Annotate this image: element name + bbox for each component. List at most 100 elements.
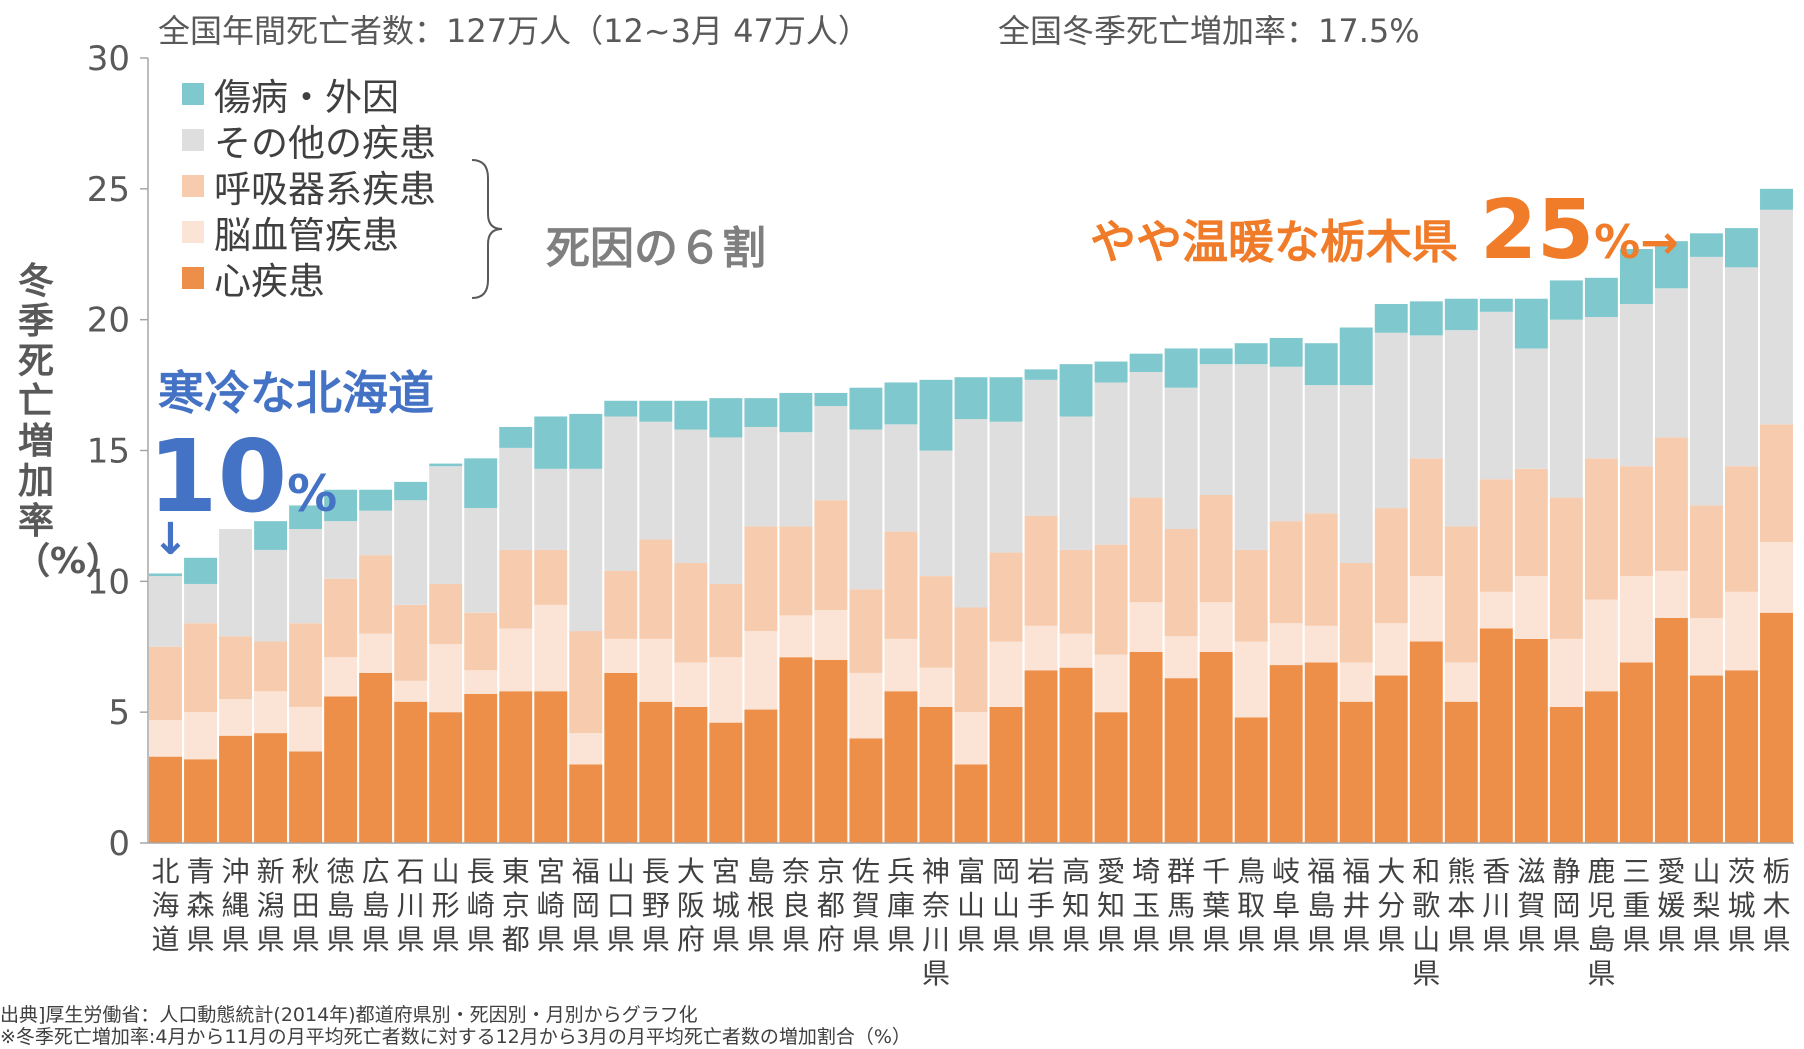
bar-segment-other — [989, 421, 1023, 553]
bar-segment-other — [1549, 319, 1583, 498]
bar-segment-other — [464, 508, 498, 613]
x-tick-label: 島根県 — [747, 855, 775, 956]
bar-segment-cerebrovascular — [639, 638, 673, 702]
bar-segment-injury — [394, 481, 428, 501]
bar-segment-heart — [1339, 701, 1373, 843]
bar-segment-cerebrovascular — [1374, 623, 1408, 676]
x-tick-label: 和歌山県 — [1412, 855, 1440, 990]
bar-segment-other — [324, 521, 358, 579]
bar-segment-cerebrovascular — [1619, 576, 1653, 663]
bar-segment-injury — [849, 387, 883, 430]
x-tick-label: 岐阜県 — [1272, 855, 1300, 956]
warm-annotation: やや温暖な栃木県 25%→ — [1090, 183, 1679, 278]
bar-segment-heart — [1024, 670, 1058, 843]
x-tick-label: 群馬県 — [1167, 855, 1195, 956]
bar-segment-heart — [184, 759, 217, 843]
x-tick-label: 福井県 — [1342, 855, 1370, 956]
bar-segment-cerebrovascular — [1689, 617, 1723, 676]
bar-segment-heart — [1269, 665, 1303, 843]
x-tick-label: 宮崎県 — [537, 855, 565, 956]
bar-segment-other — [604, 416, 638, 571]
bar-segment-other — [1059, 416, 1093, 550]
x-tick-label: 宮城県 — [712, 855, 740, 956]
bar-segment-heart — [534, 691, 568, 843]
legend-label-cerebrovascular: 脳血管疾患 — [214, 214, 399, 257]
bar-segment-cerebrovascular — [1199, 602, 1233, 652]
bar-segment-cerebrovascular — [1409, 576, 1443, 642]
bar-segment-injury — [1339, 327, 1373, 386]
bar-segment-cerebrovascular — [604, 638, 638, 673]
bar-segment-injury — [709, 398, 743, 438]
y-tick-label: 30 — [87, 39, 130, 79]
x-tick-label: 東京都 — [502, 855, 530, 956]
x-tick-label: 神奈川県 — [922, 855, 950, 990]
legend-label-other: その他の疾患 — [214, 122, 436, 165]
x-tick-label: 広島県 — [362, 855, 390, 956]
bar-segment-respiratory — [394, 604, 428, 681]
bar-segment-respiratory — [1129, 497, 1163, 603]
bar-segment-heart — [1199, 651, 1233, 843]
bar-segment-cerebrovascular — [849, 672, 883, 739]
x-tick-label: 愛知県 — [1097, 855, 1125, 956]
bar-segment-respiratory — [919, 576, 953, 668]
bar-segment-other — [1725, 267, 1758, 467]
bar-segment-injury — [604, 400, 638, 417]
bar-segment-respiratory — [639, 539, 673, 639]
bar-segment-heart — [464, 693, 498, 843]
bar-segment-injury — [1479, 298, 1513, 312]
bar-segment-respiratory — [604, 570, 638, 639]
x-tick-label: 千葉県 — [1202, 855, 1230, 956]
bar-segment-other — [1164, 387, 1198, 529]
x-tick-label: 静岡県 — [1552, 855, 1580, 956]
bar-segment-injury — [1234, 343, 1268, 365]
bar-segment-heart — [604, 672, 638, 843]
x-tick-label: 岡山県 — [992, 855, 1020, 956]
bar-segment-other — [1094, 382, 1128, 545]
bar-segment-respiratory — [1619, 466, 1653, 577]
bar-segment-injury — [1619, 249, 1653, 304]
x-tick-label: 栃木県 — [1762, 855, 1790, 956]
x-tick-label: 奈良県 — [782, 855, 810, 956]
bar-segment-cerebrovascular — [954, 712, 988, 765]
bar-segment-other — [1409, 335, 1443, 459]
bar-segment-heart — [709, 722, 743, 843]
x-tick-label: 三重県 — [1622, 855, 1650, 956]
bar-segment-cerebrovascular — [289, 706, 323, 752]
bar-segment-other — [709, 437, 743, 584]
bar-segment-respiratory — [1164, 529, 1198, 637]
bar-segment-respiratory — [989, 552, 1023, 642]
bar-segment-injury — [639, 400, 673, 422]
bar-segment-respiratory — [1689, 505, 1723, 618]
bar-segment-heart — [849, 738, 883, 843]
x-tick-label: 大阪府 — [677, 855, 705, 956]
bar-segment-cerebrovascular — [1234, 641, 1268, 718]
bar-segment-respiratory — [1024, 515, 1058, 626]
bar-segment-other — [149, 576, 182, 647]
bar-segment-other — [1654, 288, 1688, 438]
legend-brace — [471, 159, 503, 299]
bar-segment-other — [884, 424, 918, 532]
bar-segment-cerebrovascular — [1479, 591, 1513, 629]
bar-segment-respiratory — [849, 589, 883, 673]
bar-segment-injury — [254, 521, 288, 550]
definition-note: ※冬季死亡増加率:4月から11月の月平均死亡者数に対する12月から3月の月平均死… — [0, 1026, 911, 1048]
bar-segment-injury — [1654, 241, 1688, 289]
y-tick-label: 25 — [87, 170, 130, 210]
bar-segment-other — [779, 432, 813, 527]
bar-segment-cerebrovascular — [1725, 591, 1758, 671]
bar-segment-injury — [919, 379, 953, 451]
bar-segment-injury — [814, 392, 848, 407]
x-tick-label: 埼玉県 — [1132, 855, 1160, 956]
bar-segment-heart — [1444, 701, 1478, 843]
header-annual-deaths: 全国年間死亡者数：127万人（12~3月 47万人） — [158, 12, 870, 50]
bar-segment-cerebrovascular — [1549, 638, 1583, 707]
warm-value-number: 25 — [1480, 183, 1595, 278]
bar-segment-respiratory — [1234, 549, 1268, 642]
bar-segment-heart — [1059, 667, 1093, 843]
bar-segment-other — [814, 406, 848, 501]
bar-segment-respiratory — [1374, 508, 1408, 624]
bar-segment-injury — [464, 458, 498, 509]
bar-segment-cerebrovascular — [1164, 636, 1198, 679]
bar-segment-respiratory — [289, 623, 323, 707]
bar-segment-other — [1514, 348, 1548, 469]
